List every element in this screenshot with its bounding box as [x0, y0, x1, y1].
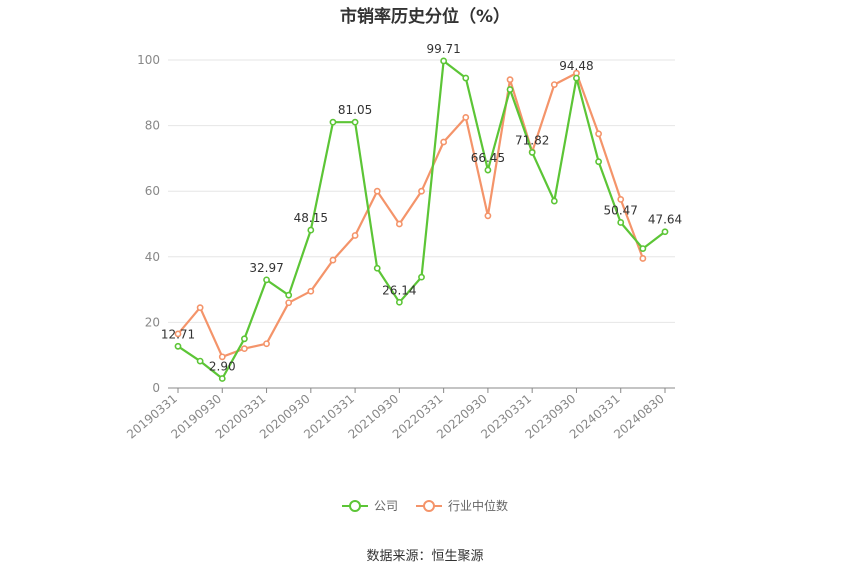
data-label: 99.71: [426, 42, 460, 56]
data-point: [241, 335, 248, 343]
data-label: 12.71: [161, 327, 195, 341]
data-point: [418, 273, 425, 281]
y-tick-label: 100: [137, 53, 160, 67]
data-point: [573, 74, 580, 82]
data-labels: 12.71 2.90 32.97 48.15 81.05 26.14 99.71 66.45 7…: [161, 42, 682, 374]
data-point: [661, 228, 669, 236]
data-point: [462, 114, 470, 121]
data-point: [617, 219, 625, 226]
data-point: [418, 187, 425, 195]
data-label: 2.90: [209, 359, 236, 373]
data-point: [373, 264, 381, 272]
data-point: [174, 342, 182, 350]
data-point: [639, 255, 647, 262]
data-label: 47.64: [648, 213, 682, 227]
data-point: [218, 375, 226, 382]
data-label: 26.14: [382, 283, 416, 297]
data-point: [484, 212, 492, 220]
data-point: [351, 232, 359, 239]
data-point: [373, 187, 381, 195]
series-lines: [177, 59, 666, 380]
data-label: 32.97: [249, 261, 283, 275]
data-label: 66.45: [471, 151, 505, 165]
data-label: 48.15: [294, 211, 328, 225]
y-tick-label: 0: [152, 381, 160, 395]
series-line-1: [177, 72, 644, 358]
data-point: [595, 130, 602, 138]
series-line-0: [177, 59, 666, 380]
data-point: [440, 138, 448, 146]
data-point: [285, 299, 293, 307]
legend-item-company[interactable]: 公司: [341, 497, 398, 514]
legend-item-industry-median[interactable]: 行业中位数: [416, 497, 508, 514]
legend: 公司 行业中位数: [0, 497, 850, 514]
data-point: [595, 158, 602, 166]
data-point: [218, 353, 226, 361]
source-note: 数据来源：恒生聚源: [366, 549, 484, 564]
data-points: [174, 57, 669, 382]
y-tick-label: 80: [145, 119, 160, 133]
y-tick-label: 60: [145, 184, 160, 198]
data-point: [263, 340, 270, 348]
data-label: 71.82: [515, 133, 549, 147]
data-label: 94.48: [559, 59, 593, 73]
data-point: [484, 166, 492, 174]
data-label: 81.05: [338, 103, 372, 117]
data-point: [506, 76, 514, 84]
data-point: [241, 345, 248, 353]
data-point: [462, 74, 470, 82]
legend-marker-industry-median: [416, 499, 442, 513]
legend-marker-company: [341, 499, 368, 513]
data-point: [285, 291, 293, 299]
data-point: [329, 256, 337, 264]
data-point: [528, 149, 536, 156]
data-point: [550, 81, 558, 88]
data-point: [440, 57, 448, 65]
data-point: [307, 226, 315, 234]
data-point: [639, 245, 647, 252]
legend-label-company: 公司: [373, 499, 398, 513]
y-tick-label: 40: [145, 250, 160, 264]
data-point: [329, 118, 337, 126]
data-point: [174, 330, 182, 338]
data-point: [196, 304, 204, 312]
axes: 0204060801002019033120190930202003312020…: [124, 53, 675, 442]
data-point: [550, 197, 558, 205]
data-point: [617, 195, 625, 203]
data-point: [506, 86, 514, 93]
legend-label-industry-median: 行业中位数: [448, 499, 509, 513]
data-point: [263, 276, 270, 284]
data-point: [307, 287, 315, 295]
data-point: [196, 357, 204, 365]
data-label: 50.47: [604, 203, 638, 217]
data-point: [395, 298, 403, 306]
data-point: [351, 118, 359, 126]
data-point: [395, 220, 403, 228]
y-tick-label: 20: [145, 315, 160, 329]
chart-title: 市销率历史分位（%）: [339, 7, 511, 27]
